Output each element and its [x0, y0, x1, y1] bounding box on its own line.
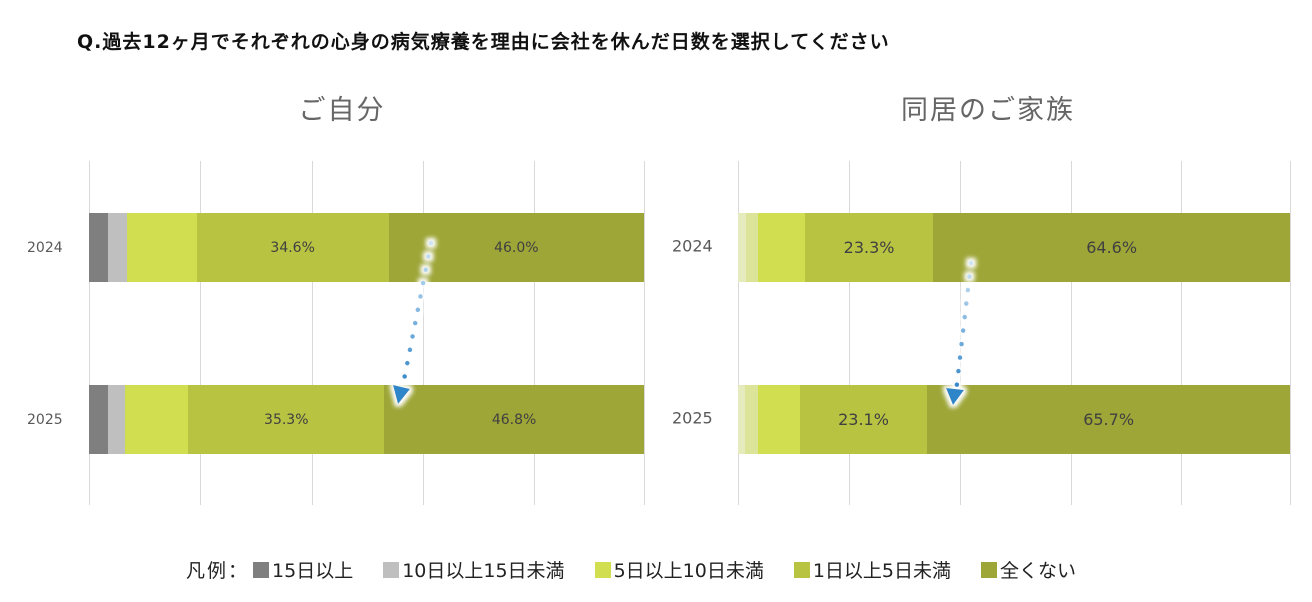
legend-swatch — [793, 561, 810, 578]
legend-item-none: 全くない — [981, 556, 1076, 583]
legend-item-1to5: 1日以上5日未満 — [793, 556, 952, 583]
arrow-family — [946, 260, 974, 405]
legend: 凡例： 15日以上 10日以上15日未満 5日以上10日未満 1日以上5日未満 … — [186, 556, 1076, 583]
chart-question-title: Q.過去12ヶ月でそれぞれの心身の病気療養を理由に会社を休んだ日数を選択してくだ… — [77, 31, 890, 53]
legend-item-10to15: 10日以上15日未満 — [383, 556, 565, 583]
arrow-self — [393, 240, 434, 404]
arrowhead-icon — [393, 385, 410, 404]
legend-lead: 凡例： — [186, 560, 250, 582]
legend-label: 1日以上5日未満 — [812, 560, 952, 582]
legend-label: 10日以上15日未満 — [402, 560, 565, 582]
legend-swatch — [253, 561, 270, 578]
legend-swatch — [594, 561, 611, 578]
legend-item-15plus: 15日以上 — [253, 556, 353, 583]
legend-swatch — [383, 561, 400, 578]
legend-label: 5日以上10日未満 — [613, 560, 764, 582]
legend-item-5to10: 5日以上10日未満 — [594, 556, 764, 583]
legend-label: 15日以上 — [272, 560, 354, 582]
arrowhead-icon — [946, 388, 964, 405]
legend-swatch — [981, 561, 998, 578]
legend-label: 全くない — [1000, 560, 1077, 582]
